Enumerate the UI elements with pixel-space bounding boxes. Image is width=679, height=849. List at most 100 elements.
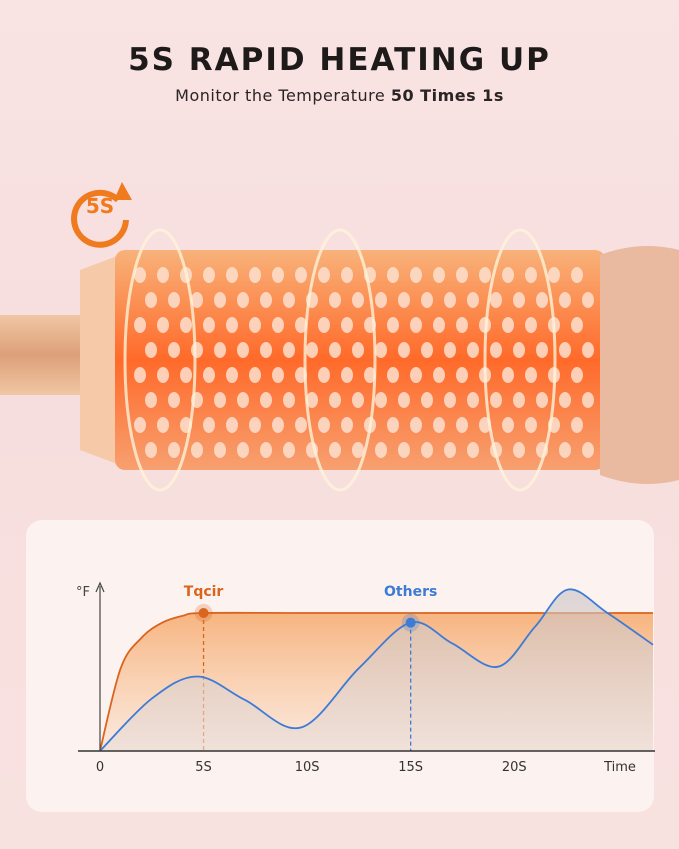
- barrel-hole: [191, 442, 203, 458]
- barrel-hole: [536, 392, 548, 408]
- x-tick-label: 15S: [398, 760, 423, 775]
- timer-badge-text: 5S: [86, 194, 114, 218]
- barrel-hole: [502, 367, 514, 383]
- barrel-hole: [502, 317, 514, 333]
- barrel-hole: [214, 392, 226, 408]
- series-label-tqcir: Tqcir: [184, 584, 224, 600]
- barrel-hole: [134, 267, 146, 283]
- subtitle-bold: 50 Times 1s: [390, 86, 504, 105]
- barrel-hole: [157, 267, 169, 283]
- barrel-hole: [272, 417, 284, 433]
- subtitle-text: Monitor the Temperature: [175, 86, 391, 105]
- barrel-hole: [513, 442, 525, 458]
- barrel-hole: [145, 342, 157, 358]
- barrel-hole: [272, 367, 284, 383]
- barrel-hole: [237, 342, 249, 358]
- barrel-hole: [168, 392, 180, 408]
- barrel-hole: [329, 442, 341, 458]
- barrel-hole: [525, 317, 537, 333]
- barrel-hole: [410, 367, 422, 383]
- barrel-hole: [260, 292, 272, 308]
- barrel-hole: [214, 342, 226, 358]
- series-line-others: [99, 588, 654, 752]
- barrel-hole: [341, 367, 353, 383]
- barrel-hole: [341, 317, 353, 333]
- barrel-hole: [467, 292, 479, 308]
- barrel-hole: [421, 392, 433, 408]
- barrel-hole: [145, 442, 157, 458]
- y-axis-arrow-icon: [95, 581, 105, 593]
- x-tick-label: 0: [96, 760, 104, 775]
- barrel-hole: [444, 392, 456, 408]
- barrel-hole: [571, 367, 583, 383]
- x-tick-label: 20S: [502, 760, 527, 775]
- x-tick-label: 5S: [195, 760, 212, 775]
- barrel-hole: [260, 342, 272, 358]
- barrel-hole: [467, 342, 479, 358]
- barrel-hole: [226, 417, 238, 433]
- barrel-hole: [398, 442, 410, 458]
- barrel-hole: [490, 292, 502, 308]
- brush-handle: [600, 246, 679, 484]
- barrel-hole: [318, 367, 330, 383]
- barrel-hole: [283, 392, 295, 408]
- barrel-hole: [456, 317, 468, 333]
- barrel-hole: [203, 417, 215, 433]
- barrel-hole: [559, 442, 571, 458]
- heated-round-brush-illustration: 5S: [0, 182, 679, 492]
- barrel-hole: [249, 367, 261, 383]
- barrel-hole: [375, 442, 387, 458]
- y-axis-label: °F: [76, 585, 90, 600]
- barrel-hole: [456, 367, 468, 383]
- barrel-hole: [467, 392, 479, 408]
- barrel-hole: [387, 267, 399, 283]
- barrel-hole: [318, 317, 330, 333]
- barrel-hole: [249, 317, 261, 333]
- barrel-hole: [490, 392, 502, 408]
- barrel-hole: [214, 292, 226, 308]
- barrel-hole: [260, 392, 272, 408]
- barrel-hole: [295, 417, 307, 433]
- barrel-hole: [571, 267, 583, 283]
- barrel-hole: [272, 267, 284, 283]
- barrel-hole: [410, 417, 422, 433]
- barrel-hole: [398, 342, 410, 358]
- barrel-hole: [249, 417, 261, 433]
- barrel-hole: [375, 342, 387, 358]
- barrel-hole: [318, 417, 330, 433]
- barrel-hole: [283, 442, 295, 458]
- barrel-hole: [237, 442, 249, 458]
- barrel-hole: [525, 367, 537, 383]
- barrel-hole: [157, 317, 169, 333]
- brush-barrel: [115, 250, 605, 470]
- barrel-hole: [456, 417, 468, 433]
- barrel-hole: [387, 317, 399, 333]
- barrel-hole: [513, 292, 525, 308]
- barrel-hole: [467, 442, 479, 458]
- barrel-hole: [180, 367, 192, 383]
- barrel-hole: [191, 292, 203, 308]
- barrel-hole: [548, 267, 560, 283]
- barrel-hole: [398, 292, 410, 308]
- barrel-hole: [226, 267, 238, 283]
- barrel-hole: [203, 317, 215, 333]
- barrel-hole: [444, 292, 456, 308]
- barrel-hole: [421, 442, 433, 458]
- barrel-hole: [502, 267, 514, 283]
- series-label-others: Others: [384, 584, 437, 600]
- barrel-hole: [456, 267, 468, 283]
- barrel-hole: [214, 442, 226, 458]
- barrel-hole: [375, 292, 387, 308]
- barrel-hole: [260, 442, 272, 458]
- barrel-hole: [145, 392, 157, 408]
- barrel-hole: [272, 317, 284, 333]
- barrel-hole: [329, 342, 341, 358]
- barrel-hole: [433, 267, 445, 283]
- barrel-hole: [582, 342, 594, 358]
- barrel-hole: [513, 392, 525, 408]
- barrel-hole: [352, 342, 364, 358]
- barrel-hole: [582, 392, 594, 408]
- barrel-hole: [571, 317, 583, 333]
- barrel-hole: [387, 367, 399, 383]
